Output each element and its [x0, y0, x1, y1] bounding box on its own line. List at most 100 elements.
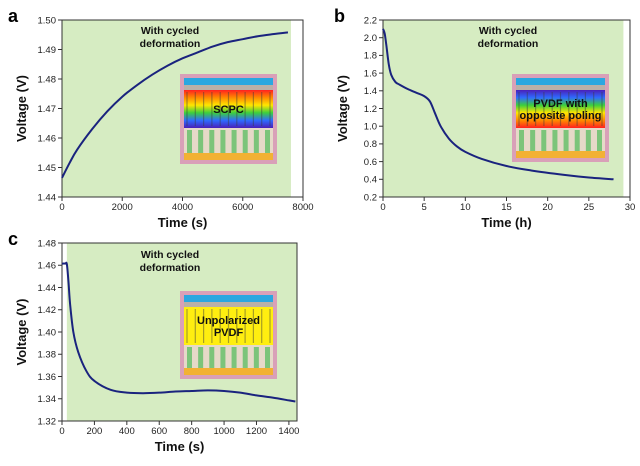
series-line: [61, 31, 289, 179]
x-tick-label: 0: [380, 202, 385, 213]
y-tick-label: 1.46: [38, 133, 57, 144]
panel-b: 0.2 0.4 0.6 0.8 1.0 1.2 1.4 1.6 1.8 2.0 2.2 0 5 10 15 2…: [334, 6, 635, 230]
y-tick-label: 1.46: [38, 261, 57, 272]
inset-pillar: [552, 130, 558, 151]
x-tick-label: 4000: [172, 202, 193, 213]
y-tick-label: 1.44: [38, 192, 57, 203]
x-tick-label: 20: [542, 202, 553, 213]
panel-c: 1.32 1.34 1.36 1.38 1.40 1.42 1.44 1.46 1.48 0 200…: [8, 229, 299, 454]
y-tick-label: 1.45: [38, 163, 57, 174]
y-axis-label: Voltage (V): [14, 299, 29, 366]
inset-bottom-electrode: [516, 151, 605, 158]
y-tick-label: 1.2: [364, 104, 377, 115]
inset-top-electrode: [516, 78, 605, 85]
panel-label: c: [8, 229, 18, 249]
x-tick-label: 5: [422, 202, 427, 213]
annotation-text: deformation: [140, 38, 201, 50]
x-tick-label: 6000: [232, 202, 253, 213]
inset-pillar: [231, 347, 237, 368]
inset-gray-layer: [184, 302, 273, 307]
inset-top-electrode: [184, 78, 273, 85]
inset-pillar: [187, 347, 192, 368]
x-tick-label: 0: [59, 426, 64, 437]
y-tick-label: 1.32: [38, 416, 57, 427]
inset-bottom-electrode: [184, 153, 273, 160]
inset-pillar-bg: [184, 128, 273, 153]
annotation-text: deformation: [478, 38, 539, 50]
inset-label: PVDF: [214, 327, 244, 339]
x-tick-label: 400: [119, 426, 135, 437]
y-tick-label: 1.44: [38, 283, 57, 294]
annotation-text: With cycled: [141, 25, 199, 37]
inset-pillar: [231, 130, 237, 153]
x-tick-label: 800: [184, 426, 200, 437]
y-tick-label: 1.0: [364, 122, 377, 133]
panel-a: 1.44 1.45 1.46 1.47 1.48 1.49 1.50 0 2000 4000 600…: [8, 6, 314, 230]
inset-pillar: [242, 130, 248, 153]
x-tick-label: 30: [625, 202, 636, 213]
y-tick-label: 0.4: [364, 175, 377, 186]
inset-pillar: [242, 347, 248, 368]
inset-label: PVDF with: [533, 98, 588, 110]
x-tick-label: 600: [151, 426, 167, 437]
inset-label: SCPC: [213, 104, 244, 116]
y-tick-label: 1.6: [364, 68, 377, 79]
panel-label: b: [334, 6, 345, 26]
x-tick-label: 10: [460, 202, 471, 213]
inset-active-layer: [184, 307, 273, 345]
inset-pillar: [253, 347, 259, 368]
x-axis-label: Time (s): [155, 439, 205, 454]
inset-pillar: [585, 130, 591, 151]
inset-label: opposite poling: [520, 110, 602, 122]
inset-pillar: [519, 130, 524, 151]
inset-pillar: [198, 130, 204, 153]
inset-pillar: [220, 347, 226, 368]
inset-pillar-bg: [184, 345, 273, 368]
inset-pillar: [597, 130, 602, 151]
x-tick-label: 25: [584, 202, 595, 213]
panel-label: a: [8, 6, 19, 26]
inset-pillar: [187, 130, 192, 153]
inset-label: Unpolarized: [197, 315, 260, 327]
x-tick-label: 8000: [292, 202, 313, 213]
inset-pillar-bg: [516, 128, 605, 151]
x-axis-label: Time (h): [481, 215, 531, 230]
x-tick-label: 2000: [112, 202, 133, 213]
y-tick-label: 1.4: [364, 86, 377, 97]
x-axis-label: Time (s): [158, 215, 208, 230]
y-tick-label: 1.49: [38, 45, 57, 56]
inset-pillar: [265, 347, 270, 368]
y-axis-label: Voltage (V): [14, 75, 29, 142]
y-tick-label: 1.36: [38, 372, 57, 383]
y-tick-label: 1.42: [38, 305, 57, 316]
x-tick-label: 200: [86, 426, 102, 437]
y-tick-label: 1.48: [38, 74, 57, 85]
inset-top-electrode: [184, 295, 273, 302]
inset-pillar: [198, 347, 204, 368]
annotation-text: deformation: [140, 262, 201, 274]
x-tick-label: 0: [59, 202, 64, 213]
inset-gray-layer: [516, 85, 605, 90]
inset-gray-layer: [184, 85, 273, 90]
y-tick-label: 0.8: [364, 139, 377, 150]
x-tick-label: 1000: [213, 426, 234, 437]
y-tick-label: 1.38: [38, 350, 57, 361]
series-line: [382, 28, 614, 181]
x-tick-label: 1400: [278, 426, 299, 437]
inset-pillar: [265, 130, 270, 153]
inset-pillar: [220, 130, 226, 153]
y-tick-label: 1.50: [38, 15, 57, 26]
y-axis-label: Voltage (V): [335, 75, 350, 142]
annotation-text: With cycled: [141, 249, 199, 261]
inset-active-layer: [516, 90, 605, 128]
y-tick-label: 2.0: [364, 33, 377, 44]
y-tick-label: 1.48: [38, 238, 57, 249]
y-tick-label: 0.2: [364, 192, 377, 203]
annotation-text: With cycled: [479, 25, 537, 37]
inset-pillar: [574, 130, 580, 151]
inset-pillar: [209, 130, 215, 153]
inset-pillar: [563, 130, 569, 151]
